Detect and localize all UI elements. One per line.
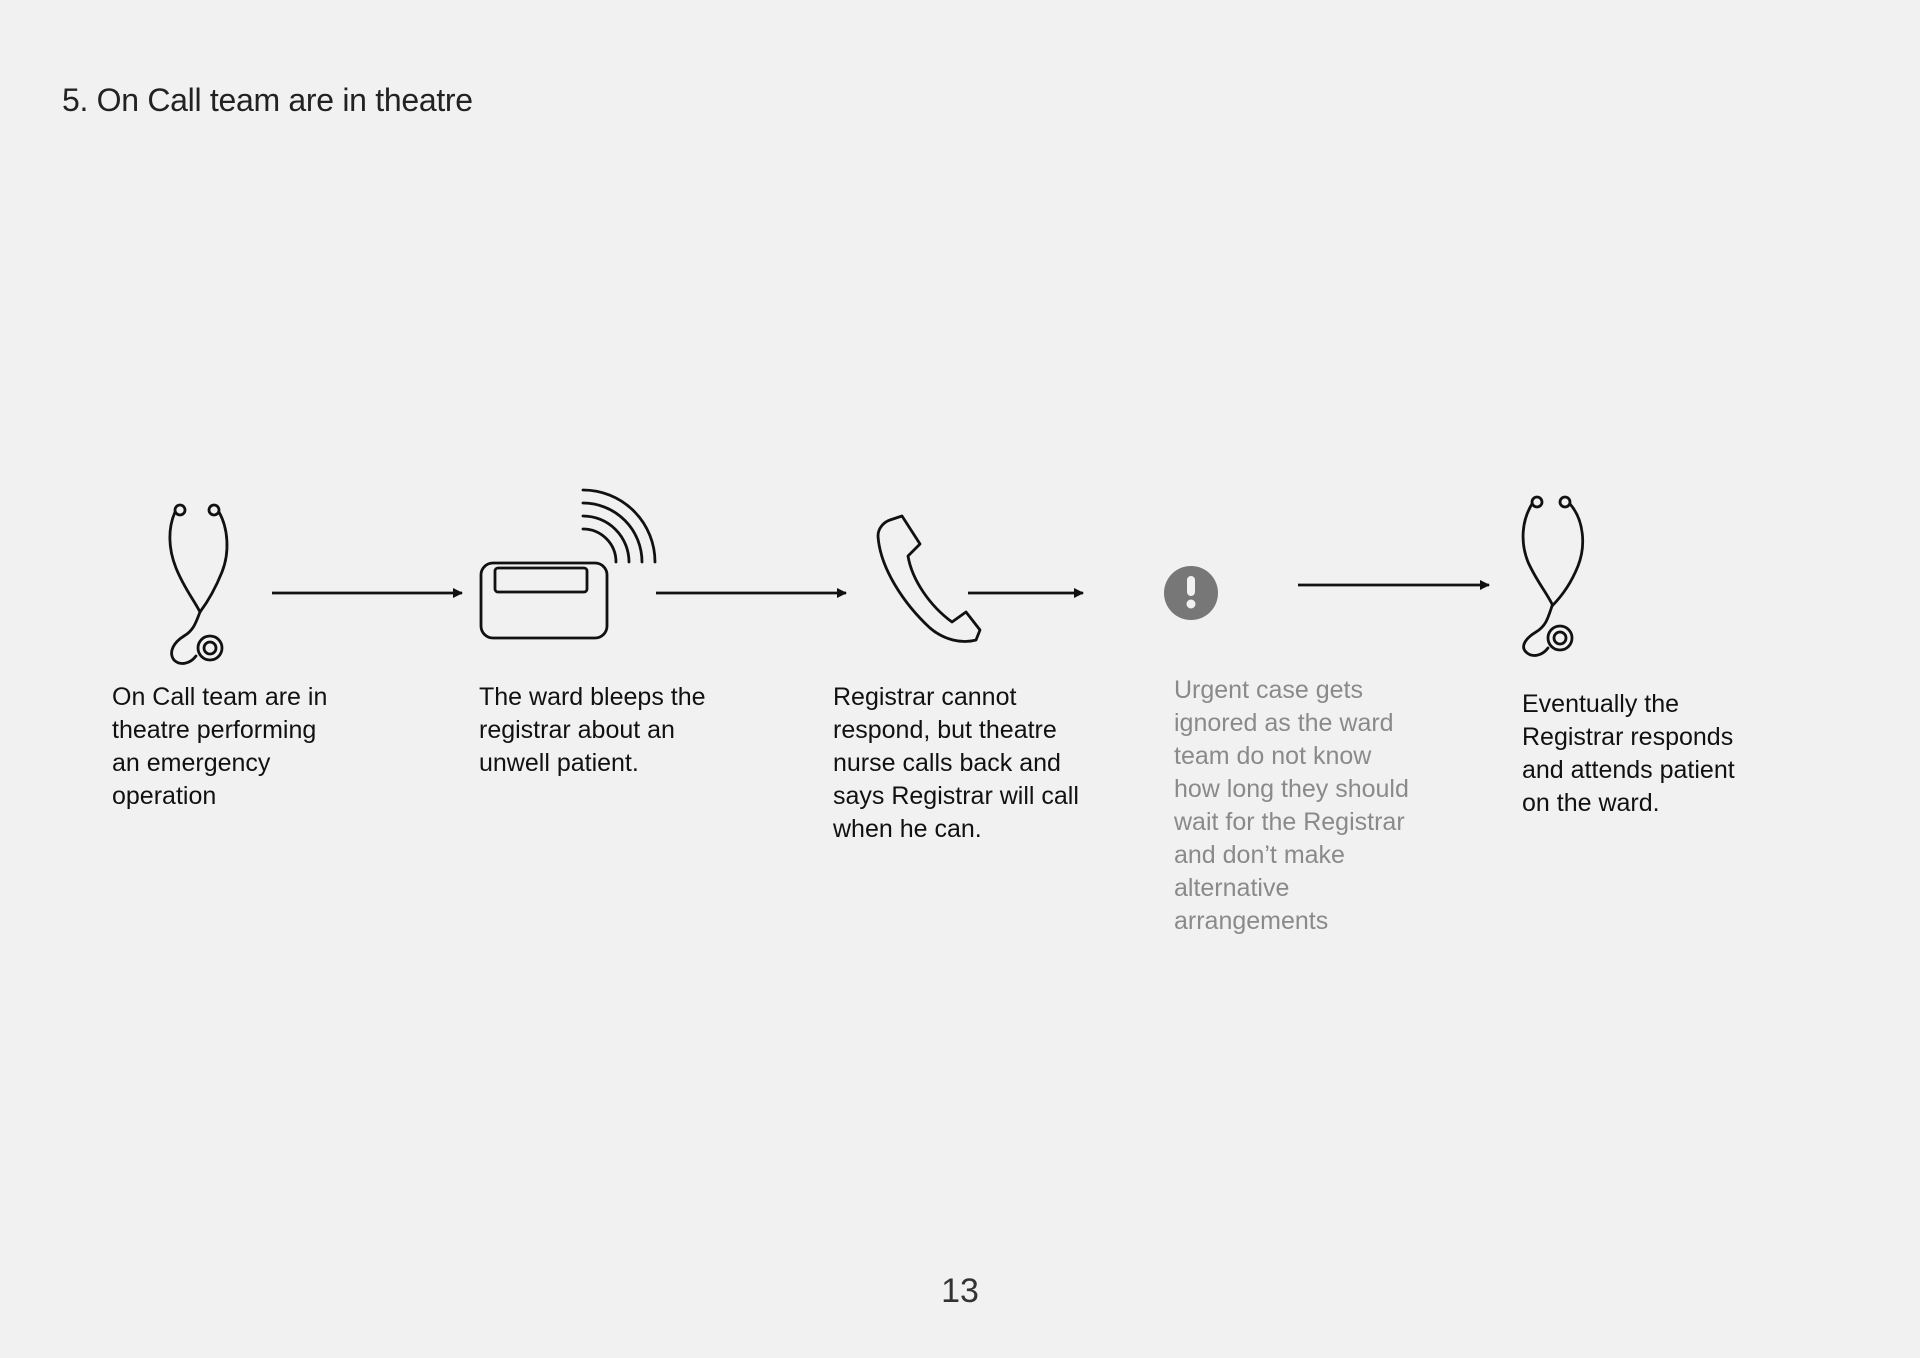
step-text-line: an emergency — [112, 749, 271, 777]
step-4-description: Urgent case gets ignored as the ward tea… — [1174, 674, 1474, 938]
step-text-line: alternative — [1174, 874, 1290, 902]
step-text-line: registrar about an — [479, 716, 675, 744]
step-3-description: Registrar cannot respond, but theatre nu… — [833, 681, 1133, 846]
step-1-description: On Call team are in theatre performing a… — [112, 681, 412, 813]
step-text-line: says Registrar will call — [833, 782, 1079, 810]
step-text-line: ignored as the ward — [1174, 709, 1394, 737]
step-text-line: The ward bleeps the — [479, 683, 706, 711]
phone-icon — [876, 514, 982, 643]
step-5-description: Eventually the Registrar responds and at… — [1522, 688, 1822, 820]
step-text-line: wait for the Registrar — [1174, 808, 1405, 836]
step-text-line: operation — [112, 782, 217, 810]
step-text-line: Urgent case gets — [1174, 676, 1363, 704]
step-text-line: theatre performing — [112, 716, 317, 744]
step-text-line: and attends patient — [1522, 756, 1735, 784]
step-text-line: Eventually the — [1522, 690, 1680, 718]
pager-icon — [479, 488, 657, 640]
page-number: 13 — [941, 1272, 979, 1310]
step-text-line: respond, but theatre — [833, 716, 1057, 744]
step-2-description: The ward bleeps the registrar about an u… — [479, 681, 779, 780]
step-text-line: how long they should — [1174, 775, 1409, 803]
alert-icon — [1164, 566, 1218, 620]
stethoscope-icon — [168, 503, 229, 665]
step-text-line: unwell patient. — [479, 749, 639, 777]
step-text-line: and don’t make — [1174, 841, 1345, 869]
page-title: 5. On Call team are in theatre — [62, 82, 473, 118]
step-text-line: team do not know — [1174, 742, 1372, 770]
step-text-line: Registrar cannot — [833, 683, 1017, 711]
step-text-line: arrangements — [1174, 907, 1329, 935]
step-text-line: on the ward. — [1522, 789, 1660, 817]
step-text-line: On Call team are in — [112, 683, 328, 711]
stethoscope-icon — [1521, 495, 1584, 657]
step-text-line: Registrar responds — [1522, 723, 1734, 751]
step-text-line: nurse calls back and — [833, 749, 1061, 777]
step-text-line: when he can. — [833, 815, 982, 843]
